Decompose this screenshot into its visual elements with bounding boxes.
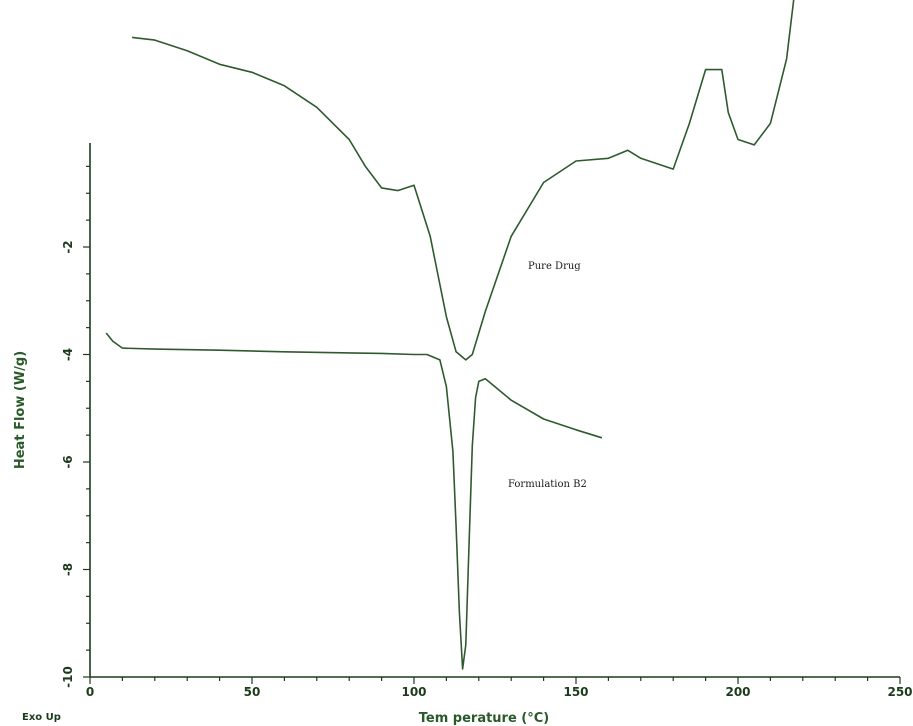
y-tick-label: -10 <box>61 666 75 688</box>
y-axis-title: Heat Flow (W/g) <box>13 351 28 469</box>
series-line-pure-drug <box>132 0 795 361</box>
y-tick-label: -8 <box>61 563 75 576</box>
x-tick-label: 200 <box>725 685 750 699</box>
y-tick-label: -6 <box>61 455 75 468</box>
annotation-formulation-b2: Formulation B2 <box>508 479 587 490</box>
x-tick-label: 50 <box>244 685 261 699</box>
x-tick-label: 100 <box>401 685 426 699</box>
labels-layer: Tem perature (°C) Heat Flow (W/g) Exo Up… <box>13 261 587 726</box>
y-tick-label: -4 <box>61 348 75 361</box>
x-tick-label: 250 <box>887 685 912 699</box>
x-axis-title: Tem perature (°C) <box>419 711 549 726</box>
annotation-pure-drug: Pure Drug <box>528 261 581 272</box>
series-layer <box>105 0 795 670</box>
x-tick-label: 150 <box>563 685 588 699</box>
series-line-formulation-b2 <box>105 332 603 670</box>
exo-up-label: Exo Up <box>22 712 61 723</box>
axes-layer: 0 50 100 150 200 250 -2 -4 -6 -8 -10 <box>61 143 913 699</box>
x-tick-label: 0 <box>86 685 94 699</box>
y-tick-label: -2 <box>61 240 75 253</box>
